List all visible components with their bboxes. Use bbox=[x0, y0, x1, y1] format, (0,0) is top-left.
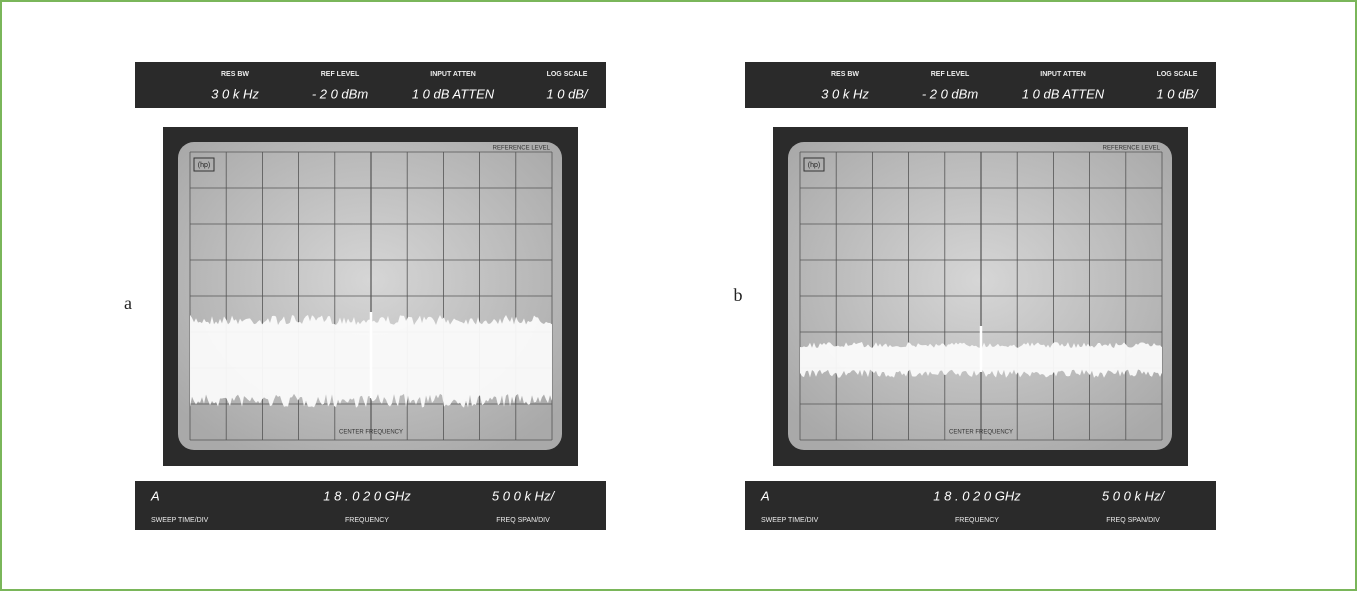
setting-value: 1 0 dB/ bbox=[546, 86, 589, 101]
figure: a RES BW 3 0 k Hz REF LEVEL - 2 0 dBm INPUT A… bbox=[0, 0, 1358, 592]
setting-name: RES BW bbox=[221, 71, 249, 78]
reference-label: REFERENCE LEVEL bbox=[493, 146, 551, 152]
setting-name: INPUT ATTEN bbox=[1040, 71, 1086, 78]
logo: (hp) bbox=[198, 162, 210, 169]
panel-label: a bbox=[124, 293, 132, 313]
readout-value: 5 0 0 k Hz/ bbox=[492, 488, 556, 503]
center-label: CENTER FREQUENCY bbox=[339, 430, 403, 436]
readout-name: FREQUENCY bbox=[955, 517, 999, 524]
logo: (hp) bbox=[808, 162, 820, 169]
reference-label: REFERENCE LEVEL bbox=[1103, 146, 1161, 152]
setting-value: 1 0 dB ATTEN bbox=[412, 86, 495, 101]
setting-name: LOG SCALE bbox=[1157, 71, 1198, 78]
center-label: CENTER FREQUENCY bbox=[949, 430, 1013, 436]
setting-name: INPUT ATTEN bbox=[430, 71, 476, 78]
setting-name: REF LEVEL bbox=[931, 71, 970, 78]
setting-name: LOG SCALE bbox=[547, 71, 588, 78]
readout-name: SWEEP TIME/DIV bbox=[761, 517, 819, 524]
readout-value: 1 8 . 0 2 0 GHz bbox=[933, 488, 1021, 503]
readout-value: 1 8 . 0 2 0 GHz bbox=[323, 488, 411, 503]
readout-name: SWEEP TIME/DIV bbox=[151, 517, 209, 524]
readout-value: 5 0 0 k Hz/ bbox=[1102, 488, 1166, 503]
readout-value: A bbox=[760, 488, 770, 503]
setting-value: 1 0 dB ATTEN bbox=[1022, 86, 1105, 101]
setting-value: - 2 0 dBm bbox=[312, 86, 369, 101]
setting-name: RES BW bbox=[831, 71, 859, 78]
settings-bar bbox=[745, 62, 1216, 108]
readout-name: FREQ SPAN/DIV bbox=[496, 517, 550, 524]
panel-label: b bbox=[734, 285, 743, 305]
readout-name: FREQUENCY bbox=[345, 517, 389, 524]
setting-value: 3 0 k Hz bbox=[821, 86, 869, 101]
readout-name: FREQ SPAN/DIV bbox=[1106, 517, 1160, 524]
setting-value: 3 0 k Hz bbox=[211, 86, 259, 101]
readout-value: A bbox=[150, 488, 160, 503]
setting-value: - 2 0 dBm bbox=[922, 86, 979, 101]
settings-bar bbox=[135, 62, 606, 108]
setting-name: REF LEVEL bbox=[321, 71, 360, 78]
setting-value: 1 0 dB/ bbox=[1156, 86, 1199, 101]
